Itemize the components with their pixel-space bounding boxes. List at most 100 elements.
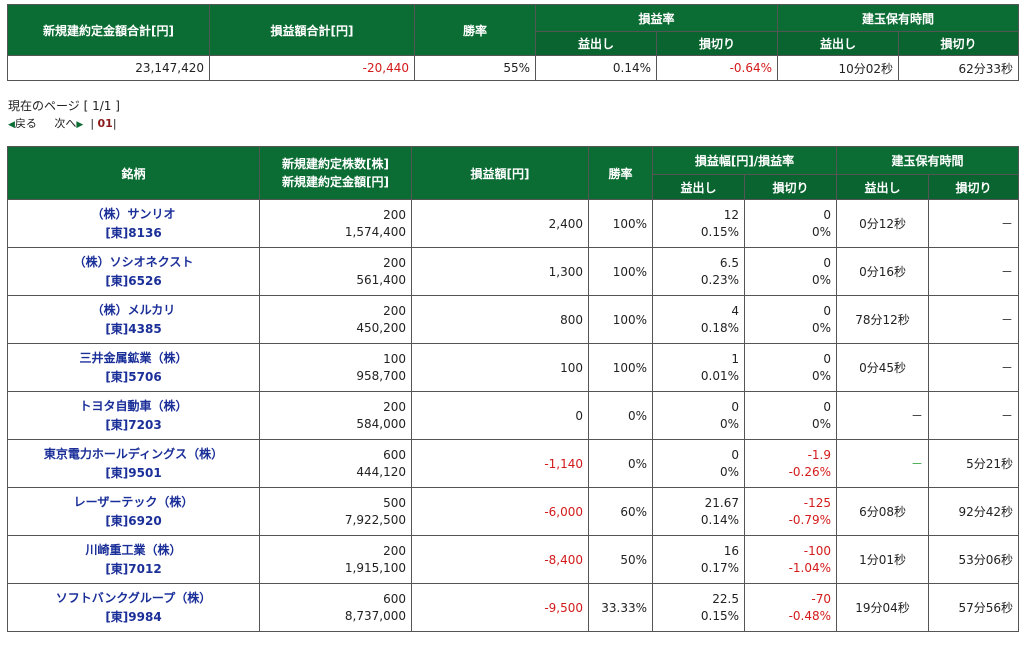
hold-loss-value: － [928,199,1020,248]
hold-profit-value: 10分02秒 [777,55,900,81]
profit-width-cell: 21.67 0.14% [652,487,745,536]
profit-width-value: 16 [723,543,739,558]
trades-table: 銘柄 新規建約定株数[株] 新規建約定金額[円] 損益額[円] 勝率 損益幅[円… [7,146,1020,632]
loss-width-cell: 0 0% [743,295,838,344]
shares-amount-cell: 600 444,120 [259,439,412,488]
profit-width-value: 0 [731,447,739,462]
stock-code: [東]5706 [105,369,162,384]
trades-body: （株）サンリオ [東]8136 200 1,574,400 2,400 100% 12 0.1… [7,199,1020,632]
stock-name-link[interactable]: ソフトバンクグループ（株） [55,590,212,605]
pl-value: 1,300 [411,247,589,296]
table-row: ソフトバンクグループ（株） [東]9984 600 8,737,000 -9,500 33… [7,583,1020,632]
total-pl-header: 損益額合計[円] [209,4,415,56]
amount-value: 8,737,000 [344,608,406,623]
shares-value: 200 [383,303,406,318]
stock-cell[interactable]: （株）サンリオ [東]8136 [7,199,260,248]
amount-value: 561,400 [356,272,406,287]
pl-rate-header: 損益率 [534,4,779,32]
loss-width-value: -100 [803,543,832,558]
next-link[interactable]: 次へ [54,117,77,130]
profit-rate-value: 0.01% [700,368,739,383]
loss-width-value: 0 [823,399,832,414]
shares-header: 新規建約定株数[株] [282,157,389,171]
stock-cell[interactable]: （株）メルカリ [東]4385 [7,295,260,344]
win-value: 100% [588,343,653,392]
shares-amount-cell: 600 8,737,000 [259,583,412,632]
stock-cell[interactable]: トヨタ自動車（株） [東]7203 [7,391,260,440]
table-row: （株）メルカリ [東]4385 200 450,200 800 100% 4 0.18% 0 0%… [7,295,1020,344]
win-value: 0% [588,391,653,440]
profit-rate-value: 0.17% [700,560,739,575]
loss-width-cell: 0 0% [743,343,838,392]
profit-width-cell: 22.5 0.15% [652,583,745,632]
loss-rate-value: -0.79% [788,512,832,527]
stock-code: [東]9501 [105,465,162,480]
hold-loss-value: 5分21秒 [928,439,1020,488]
stock-name-link[interactable]: レーザーテック（株） [73,494,194,509]
pl-value: -8,400 [411,535,589,584]
table-row: （株）ソシオネクスト [東]6526 200 561,400 1,300 100% 6.5 0… [7,247,1020,296]
stock-code: [東]8136 [105,225,162,240]
profit-width-value: 4 [731,303,739,318]
profit-width-cell: 1 0.01% [652,343,745,392]
hold-time-header: 建玉保有時間 [777,4,1020,32]
table-row: 川崎重工業（株） [東]7012 200 1,915,100 -8,400 50% 16 0.… [7,535,1020,584]
loss-width-value: -1.9 [807,447,832,462]
stock-cell[interactable]: ソフトバンクグループ（株） [東]9984 [7,583,260,632]
pager-nav: ◀戻る 次へ▶ | 01| [8,117,117,130]
stock-name-link[interactable]: 三井金属鉱業（株） [79,350,188,365]
loss-rate-value: -0.26% [788,464,832,479]
loss-width-cell: -1.9 -0.26% [743,439,838,488]
stock-name-link[interactable]: 東京電力ホールディングス（株） [43,446,224,461]
profit-width-cell: 0 0% [652,391,745,440]
hold-profit-value: － [836,439,930,488]
shares-value: 500 [383,495,406,510]
loss-rate-value: -1.04% [788,560,832,575]
stock-name-link[interactable]: （株）ソシオネクスト [73,254,194,269]
amount-value: 1,915,100 [344,560,406,575]
hold-profit-value: 78分12秒 [836,295,930,344]
total-pl-value: -20,440 [209,55,415,81]
stock-cell[interactable]: 三井金属鉱業（株） [東]5706 [7,343,260,392]
hold-loss-value: － [928,343,1020,392]
hold-header: 建玉保有時間 [836,146,1020,175]
stock-name-link[interactable]: （株）メルカリ [91,302,176,317]
hold-profit-value: 0分45秒 [836,343,930,392]
stock-code: [東]7012 [105,561,162,576]
rate-loss-value: -0.64% [655,55,779,81]
stock-name-link[interactable]: トヨタ自動車（株） [79,398,188,413]
current-page-value: [ 1/1 ] [83,99,120,113]
loss-width-value: 0 [823,207,832,222]
stock-cell[interactable]: レーザーテック（株） [東]6920 [7,487,260,536]
win-value: 33.33% [588,583,653,632]
stock-cell[interactable]: （株）ソシオネクスト [東]6526 [7,247,260,296]
stock-name-link[interactable]: 川崎重工業（株） [85,542,182,557]
page-number-link[interactable]: 01 [97,117,113,130]
loss-rate-value: -0.48% [788,608,832,623]
stock-name-link[interactable]: （株）サンリオ [91,206,176,221]
profit-rate-value: 0.15% [700,224,739,239]
stock-cell[interactable]: 東京電力ホールディングス（株） [東]9501 [7,439,260,488]
total-new-amount-value: 23,147,420 [7,55,210,81]
width-profit-header: 益出し [652,174,745,200]
prev-link[interactable]: 戻る [14,117,37,130]
profit-rate-value: 0.14% [700,512,739,527]
loss-width-cell: -100 -1.04% [743,535,838,584]
profit-width-value: 1 [731,351,739,366]
win-value: 100% [588,247,653,296]
rate-profit-value: 0.14% [535,55,657,81]
profit-width-cell: 12 0.15% [652,199,745,248]
shares-amount-cell: 200 1,915,100 [259,535,412,584]
stock-cell[interactable]: 川崎重工業（株） [東]7012 [7,535,260,584]
amount-value: 958,700 [356,368,406,383]
hold-profit-value: 0分16秒 [836,247,930,296]
shares-value: 200 [383,255,406,270]
hold-profit-value: 19分04秒 [836,583,930,632]
hold-loss-value: － [928,295,1020,344]
amount-value: 1,574,400 [344,224,406,239]
hold-loss-value: － [928,391,1020,440]
shares-amount-cell: 200 450,200 [259,295,412,344]
win-value: 100% [588,295,653,344]
amount-value: 584,000 [356,416,406,431]
win-value: 50% [588,535,653,584]
